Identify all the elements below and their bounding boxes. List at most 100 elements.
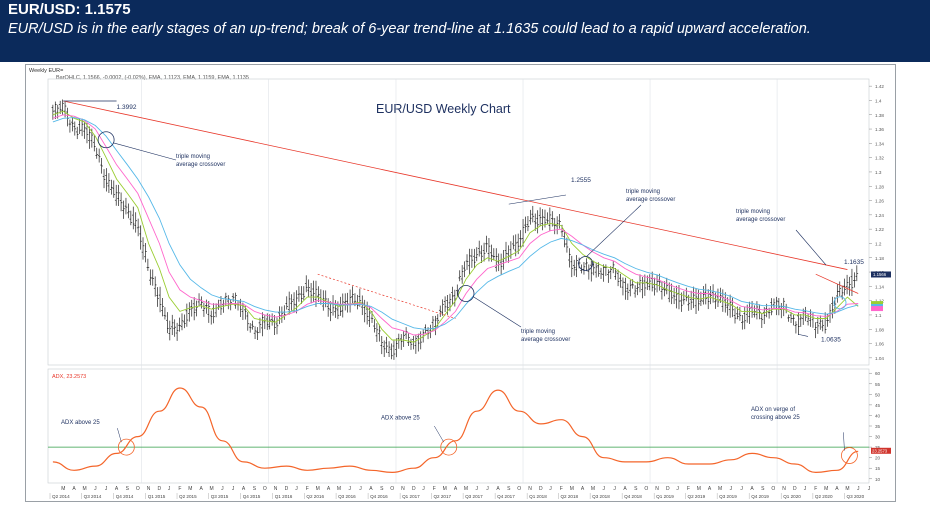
- ohlc-bar: [619, 273, 622, 288]
- ohlc-bar: [156, 287, 159, 307]
- x-month-label: S: [507, 486, 511, 492]
- x-quarter-label: Q3 2016: [338, 494, 356, 499]
- annotation-1-0635: 1.0635: [821, 336, 841, 343]
- ohlc-bar: [675, 285, 678, 309]
- ohlc-bar: [728, 294, 732, 318]
- ohlc-bar: [643, 274, 647, 296]
- ohlc-bar: [346, 292, 349, 313]
- y-tick-label: 1.06: [875, 342, 884, 347]
- ohlc-bar: [161, 298, 164, 317]
- x-month-label: F: [814, 486, 817, 492]
- adx-note-2017-text: ADX above 25: [381, 416, 420, 422]
- x-month-label: J: [549, 486, 552, 492]
- adx-note-2014-circle: [117, 438, 135, 456]
- x-month-label: N: [401, 486, 405, 492]
- adx-y-tick-label: 60: [875, 371, 881, 376]
- y-tick-label: 1.14: [875, 284, 884, 289]
- x-month-label: D: [412, 486, 416, 492]
- last-price-badge-text: 1.1566: [873, 272, 887, 277]
- y-tick-label: 1.2: [875, 241, 882, 246]
- y-tick-label: 1.22: [875, 227, 884, 232]
- x-month-label: A: [72, 486, 76, 492]
- ohlc-bar: [214, 303, 218, 318]
- ohlc-bar: [624, 277, 627, 300]
- x-month-label: J: [232, 486, 235, 492]
- ohlc-bar: [787, 314, 790, 322]
- chart-panel: Weekly EUR= BarOHLC, 1.1566, -0.0002, (-…: [25, 64, 896, 502]
- ohlc-bar: [302, 286, 306, 301]
- ohlc-bar: [779, 303, 783, 319]
- crossover-2014-text-line1: triple moving: [176, 154, 210, 160]
- x-quarter-label: Q3 2015: [211, 494, 229, 499]
- ohlc-bar: [533, 213, 537, 231]
- ohlc-bar: [71, 117, 74, 132]
- y-tick-label: 1.42: [875, 84, 884, 89]
- crossover-2014-circle: [97, 131, 115, 149]
- x-month-label: A: [369, 486, 373, 492]
- ohlc-bar: [660, 281, 664, 300]
- x-month-label: J: [857, 486, 860, 492]
- x-month-label: N: [655, 486, 659, 492]
- adx-panel: ADX above 25 ADX above 25 ADX on verge of c…: [48, 387, 869, 474]
- adx-y-tick-label: 55: [875, 382, 881, 387]
- x-month-label: D: [158, 486, 162, 492]
- x-month-label: S: [634, 486, 638, 492]
- ohlc-bar: [141, 237, 145, 260]
- crossover-2018-leader: [586, 204, 642, 257]
- x-month-label: O: [517, 486, 521, 492]
- ohlc-bar: [290, 294, 293, 311]
- adx-note-2014-text: ADX above 25: [61, 420, 100, 426]
- x-month-label: A: [242, 486, 246, 492]
- ohlc-bar: [468, 248, 471, 275]
- ohlc-bar: [607, 269, 610, 283]
- y-tick-label: 1.38: [875, 113, 884, 118]
- ohlc-bar: [529, 209, 532, 225]
- x-month-label: J: [359, 486, 362, 492]
- adx-y-tick-label: 35: [875, 424, 881, 429]
- ohlc-bar: [855, 265, 859, 282]
- x-month-label: O: [390, 486, 394, 492]
- ohlc-bar: [438, 305, 442, 317]
- ohlc-bar: [804, 306, 807, 322]
- ohlc-bar: [382, 340, 386, 358]
- ohlc-bar: [548, 207, 552, 232]
- ohlc-bar: [314, 280, 318, 307]
- adx-y-tick-label: 45: [875, 403, 881, 408]
- ohlc-bar: [611, 261, 615, 274]
- ohlc-bar: [75, 126, 79, 140]
- ohlc-bar: [814, 322, 817, 339]
- annotation-1-2555: 1.2555: [571, 177, 591, 184]
- ohlc-bar: [170, 314, 174, 336]
- ohlc-bar: [818, 315, 822, 330]
- x-quarter-label: Q1 2016: [275, 494, 293, 499]
- ohlc-bar: [443, 296, 447, 313]
- y-tick-label: 1.1: [875, 313, 882, 318]
- chart-svg: Weekly EUR= BarOHLC, 1.1566, -0.0002, (-…: [29, 68, 891, 499]
- ohlc-bar: [572, 259, 576, 276]
- x-month-label: O: [644, 486, 648, 492]
- x-month-label: M: [82, 486, 86, 492]
- x-month-label: M: [697, 486, 701, 492]
- ohlc-bar: [638, 274, 642, 293]
- ohlc-bar: [758, 304, 761, 320]
- ohlc-bar: [326, 298, 330, 317]
- ohlc-bar: [375, 323, 379, 342]
- ohlc-bar: [594, 263, 598, 278]
- x-month-label: F: [687, 486, 690, 492]
- x-month-label: J: [868, 486, 871, 492]
- x-quarter-label: Q4 2018: [624, 494, 642, 499]
- ohlc-bar: [373, 319, 376, 333]
- ohlc-bar: [453, 289, 457, 307]
- ohlc-bar: [168, 320, 172, 341]
- ohlc-bar: [777, 297, 781, 316]
- adx-line: [52, 387, 859, 474]
- ohlc-bar: [404, 327, 408, 340]
- x-month-label: D: [793, 486, 797, 492]
- ohlc-bar: [616, 269, 620, 287]
- ohlc-bar: [748, 301, 751, 324]
- x-month-label: A: [835, 486, 839, 492]
- x-month-label: J: [221, 486, 224, 492]
- chart-background-layer: [47, 78, 870, 484]
- ohlc-bar: [626, 283, 630, 301]
- ohlc-bar: [275, 317, 279, 335]
